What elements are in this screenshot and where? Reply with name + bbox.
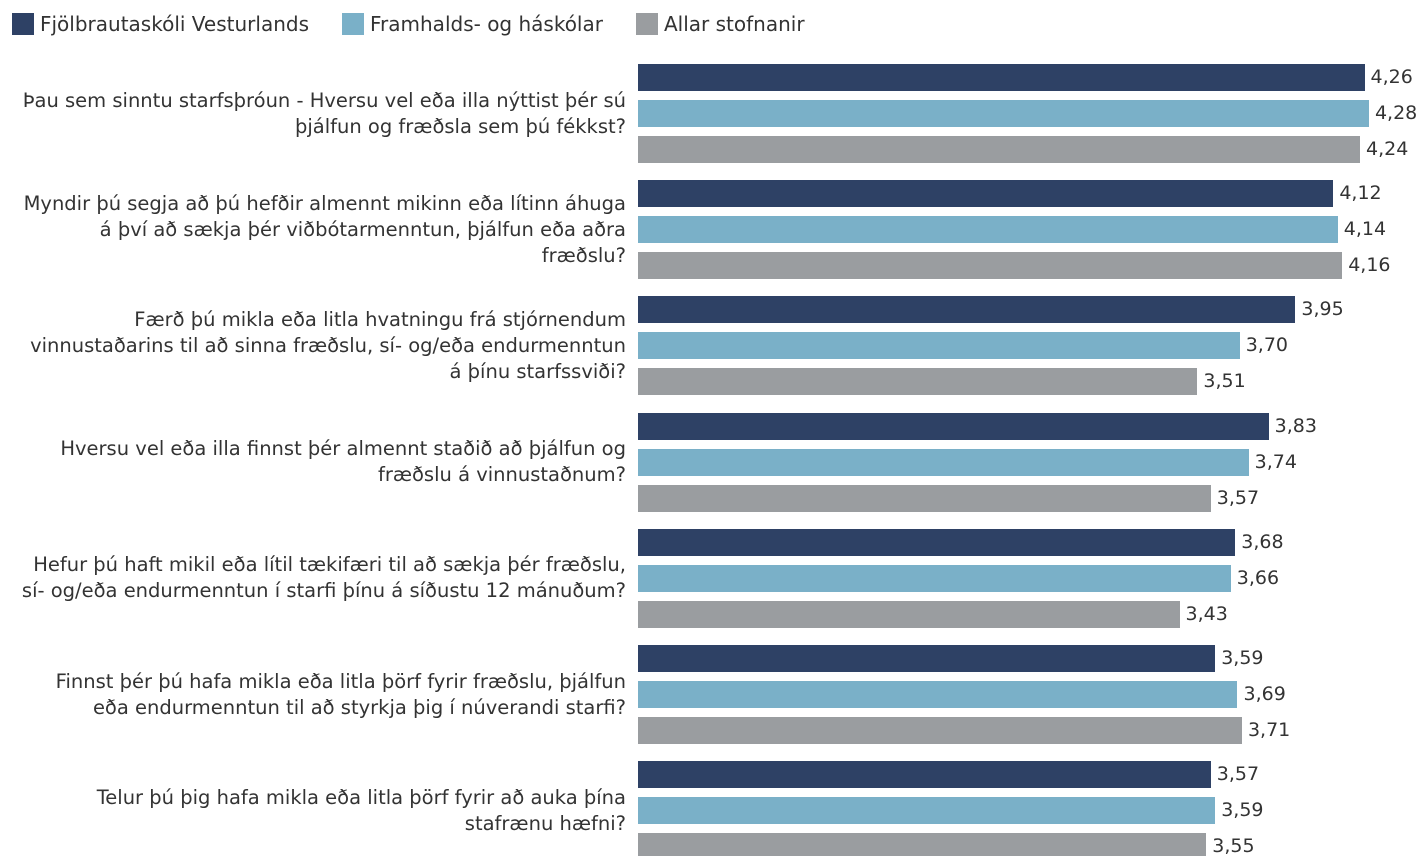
value-label: 4,28	[1374, 102, 1418, 124]
bar	[638, 797, 1216, 825]
legend-label: Fjölbrautaskóli Vesturlands	[40, 12, 309, 36]
value-label: 3,69	[1243, 683, 1286, 705]
legend-label: Allar stofnanir	[664, 12, 805, 36]
bar	[638, 332, 1240, 360]
value-label: 3,59	[1221, 799, 1264, 822]
bar	[638, 252, 1343, 280]
value-label: 3,51	[1203, 370, 1246, 393]
value-label: 3,43	[1185, 602, 1228, 625]
category-label: Myndir þú segja að þú hefðir almennt mik…	[23, 191, 626, 267]
legend-swatch	[636, 13, 658, 35]
bar	[638, 600, 1180, 628]
bar	[638, 761, 1211, 789]
category-label: Hefur þú haft mikil eða lítil tækifæri t…	[21, 553, 626, 603]
category-label: Finnst þér þú hafa mikla eða litla þörf …	[55, 669, 626, 719]
bar	[638, 833, 1207, 856]
category-label: Hversu vel eða illa finnst þér almennt s…	[60, 437, 626, 487]
category-label: Þau sem sinntu starfsþróun - Hversu vel …	[22, 88, 626, 138]
value-label: 4,26	[1370, 66, 1413, 88]
category-label: Færð þú mikla eða litla hvatningu frá st…	[30, 307, 626, 383]
bar	[638, 216, 1338, 244]
value-label: 3,55	[1212, 835, 1255, 856]
bar	[638, 296, 1296, 324]
bar	[638, 717, 1242, 744]
bar	[638, 180, 1334, 208]
value-label: 3,68	[1241, 530, 1284, 553]
bar	[638, 64, 1365, 91]
legend-label: Framhalds- og háskólar	[370, 12, 603, 36]
value-label: 3,70	[1245, 334, 1289, 357]
value-label: 3,66	[1236, 566, 1280, 589]
bar	[638, 564, 1231, 592]
legend-swatch	[12, 13, 34, 35]
bar	[638, 368, 1198, 396]
value-label: 3,83	[1274, 414, 1317, 437]
category-label: Telur þú þig hafa mikla eða litla þörf f…	[96, 785, 626, 835]
value-label: 4,12	[1339, 182, 1382, 205]
value-label: 3,74	[1254, 450, 1297, 473]
bar	[638, 136, 1361, 163]
bar	[638, 645, 1216, 672]
value-label: 3,57	[1216, 763, 1260, 786]
bar	[638, 681, 1238, 708]
value-label: 4,16	[1348, 254, 1391, 277]
bar	[638, 100, 1369, 127]
value-label: 3,57	[1216, 486, 1260, 509]
value-label: 3,71	[1247, 719, 1291, 741]
value-label: 4,24	[1366, 138, 1409, 160]
bar	[638, 412, 1269, 440]
value-label: 3,95	[1301, 298, 1344, 321]
bar	[638, 448, 1249, 476]
legend-swatch	[342, 13, 364, 35]
value-label: 4,14	[1343, 218, 1387, 241]
bar	[638, 528, 1236, 556]
bar	[638, 484, 1211, 512]
value-label: 3,59	[1221, 647, 1264, 669]
